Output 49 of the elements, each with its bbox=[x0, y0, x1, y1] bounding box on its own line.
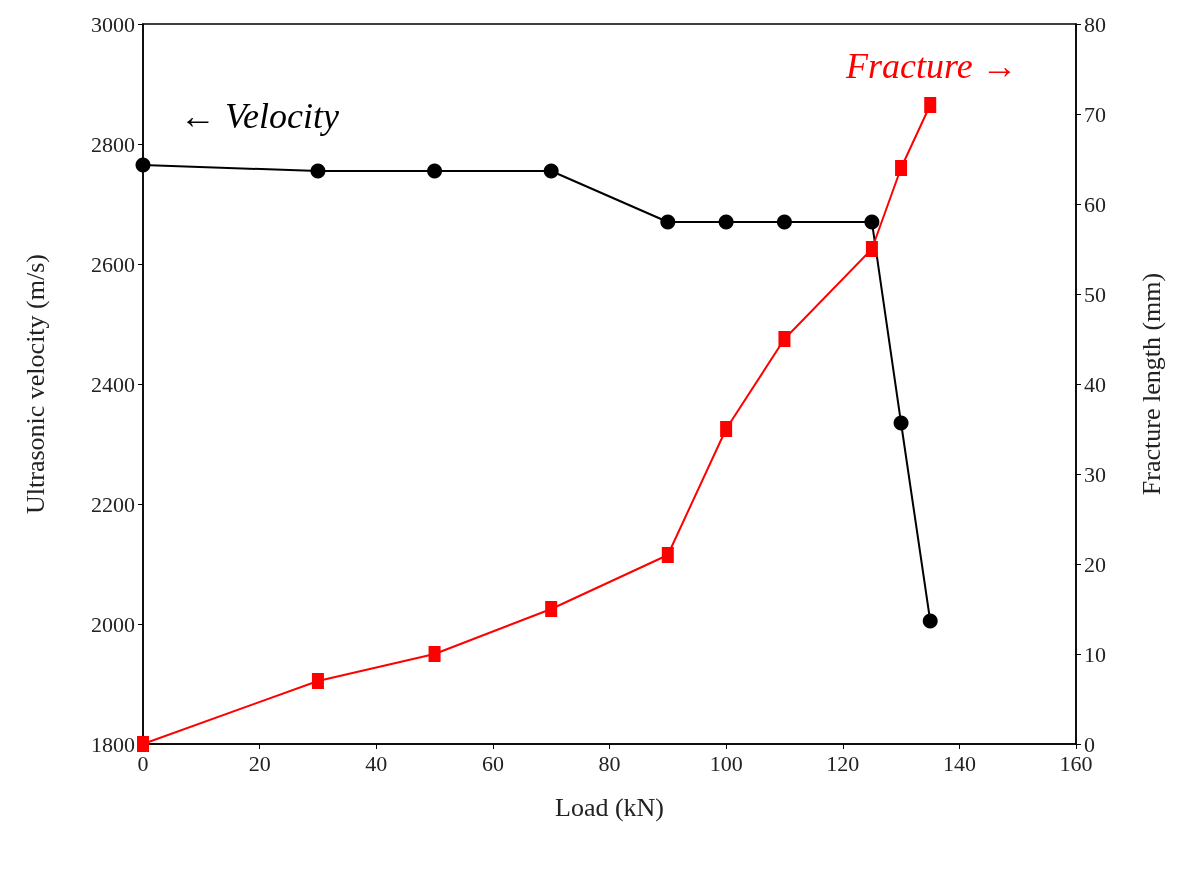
y2-tick-label: 70 bbox=[1084, 101, 1106, 127]
point bbox=[924, 97, 937, 113]
y2-tick-label: 30 bbox=[1084, 461, 1106, 487]
x-tick-label: 20 bbox=[248, 750, 271, 776]
point bbox=[311, 673, 324, 689]
y2-tick-label: 80 bbox=[1084, 11, 1106, 37]
y-tick-label: 2000 bbox=[91, 611, 135, 637]
point bbox=[427, 163, 443, 179]
x-tick-label: 100 bbox=[709, 750, 743, 776]
y2-axis-title: Fracture length (mm) bbox=[1136, 272, 1166, 496]
x-tick-label: 120 bbox=[826, 750, 860, 776]
x-axis-title: Load (kN) bbox=[554, 792, 665, 822]
point bbox=[661, 547, 674, 563]
point bbox=[895, 160, 908, 176]
y2-tick-label: 0 bbox=[1084, 731, 1095, 757]
point bbox=[428, 646, 441, 662]
point bbox=[135, 157, 151, 173]
x-tick-label: 0 bbox=[137, 750, 149, 776]
point bbox=[893, 415, 909, 431]
point bbox=[776, 214, 792, 230]
y2-tick-label: 50 bbox=[1084, 281, 1106, 307]
y-axis-title: Ultrasonic velocity (m/s) bbox=[20, 254, 50, 514]
y-tick-label: 3000 bbox=[91, 11, 135, 37]
point bbox=[660, 214, 676, 230]
y2-tick-label: 40 bbox=[1084, 371, 1106, 397]
point bbox=[864, 214, 880, 230]
y-tick-label: 2200 bbox=[91, 491, 135, 517]
y-tick-label: 2800 bbox=[91, 131, 135, 157]
point bbox=[922, 613, 938, 629]
annotation: ← Velocity bbox=[180, 96, 339, 136]
y-tick-label: 2600 bbox=[91, 251, 135, 277]
y-tick-label: 2400 bbox=[91, 371, 135, 397]
point bbox=[545, 601, 558, 617]
point bbox=[865, 241, 878, 257]
x-tick-label: 80 bbox=[598, 750, 621, 776]
point bbox=[718, 214, 734, 230]
y2-tick-label: 20 bbox=[1084, 551, 1106, 577]
x-tick-label: 60 bbox=[481, 750, 504, 776]
point bbox=[720, 421, 733, 437]
point bbox=[778, 331, 791, 347]
y2-tick-label: 60 bbox=[1084, 191, 1106, 217]
x-tick-label: 140 bbox=[942, 750, 976, 776]
y-tick-label: 1800 bbox=[91, 731, 135, 757]
annotation: Fracture → bbox=[845, 46, 1018, 86]
x-tick-label: 40 bbox=[365, 750, 388, 776]
point bbox=[310, 163, 326, 179]
y2-tick-label: 10 bbox=[1084, 641, 1106, 667]
point bbox=[543, 163, 559, 179]
point bbox=[137, 736, 149, 752]
